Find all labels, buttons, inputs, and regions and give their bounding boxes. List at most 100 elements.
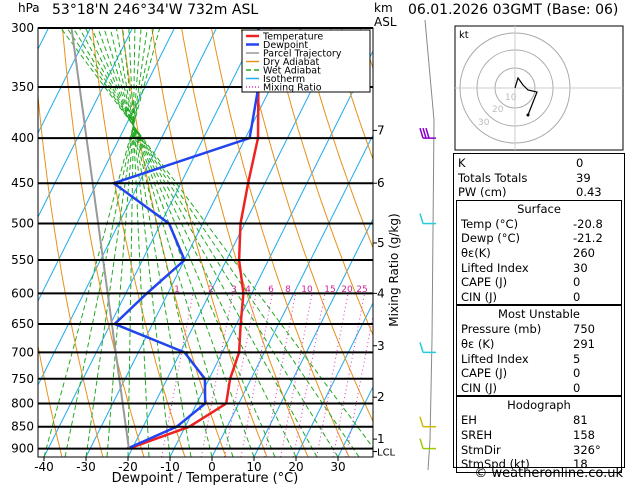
- wet-adiabat: [85, 28, 297, 457]
- wind-barb: [419, 127, 436, 139]
- hodo-row: SREH 158: [461, 427, 595, 442]
- wet-adiabat: [43, 28, 161, 457]
- wet-adiabat: [85, 28, 148, 457]
- mixing-ratio-label: 15: [324, 285, 335, 295]
- wind-profile-line: [424, 19, 435, 471]
- mu-row: θε (K) 291: [461, 336, 595, 351]
- temp-tick-label: -40: [34, 460, 54, 474]
- wet-adiabat: [78, 28, 318, 457]
- wind-barb: [419, 213, 436, 225]
- pressure-tick-label: 650: [11, 317, 34, 331]
- hodograph-point: [526, 113, 530, 117]
- isotherm-line: [38, 28, 133, 219]
- hodograph-ring-label: 10: [505, 93, 517, 103]
- surface-row: Lifted Index 30: [461, 260, 588, 275]
- legend-label: Dry Adiabat: [263, 57, 320, 68]
- index-row: Totals Totals 39: [458, 170, 591, 185]
- mixing-ratio-axis-title: Mixing Ratio (g/kg): [387, 213, 401, 326]
- wet-adiabat: [60, 28, 373, 449]
- legend-label: Dewpoint: [263, 40, 308, 51]
- pressure-tick-label: 350: [11, 80, 34, 94]
- km-tick-label: 3: [377, 339, 385, 353]
- mixing-ratio-line: [263, 293, 297, 457]
- dry-adiabat: [121, 28, 227, 457]
- km-tick-label: LCL: [377, 448, 396, 459]
- km-tick-label: 4: [377, 286, 385, 300]
- wet-adiabat: [103, 28, 234, 457]
- dry-adiabat: [62, 28, 145, 457]
- km-tick-label: 6: [377, 176, 385, 190]
- temp-tick-label: 30: [330, 460, 345, 474]
- wet-adiabat: [128, 28, 150, 457]
- pressure-tick-label: 300: [11, 21, 34, 35]
- most-unstable-section: Most Unstable Pressure (mb) 750 θε (K) 291…: [456, 305, 622, 397]
- surface-row: Temp (°C) -20.8: [461, 216, 603, 231]
- mu-row: CAPE (J) 0: [461, 366, 581, 381]
- mixing-ratio-label: 6: [268, 285, 274, 295]
- surface-row: CIN (J) 0: [461, 289, 581, 304]
- isotherm-line: [0, 28, 7, 457]
- hodo-row: EH 81: [461, 413, 588, 428]
- pressure-tick-label: 500: [11, 217, 34, 231]
- wind-barb: [419, 416, 436, 428]
- pressure-tick-label: 700: [11, 345, 34, 359]
- isotherm-line: [253, 217, 373, 457]
- wind-barb-flag: [419, 438, 424, 449]
- pressure-tick-label: 450: [11, 176, 34, 190]
- hpa-axis-label: hPa: [18, 1, 40, 15]
- km-tick-label: 5: [377, 236, 385, 250]
- isotherm-line: [38, 28, 91, 135]
- dry-adiabat: [91, 28, 186, 457]
- hodograph-section: Hodograph EH 81 SREH 158 StmDir 326° StmSpd…: [456, 396, 622, 473]
- legend-box: [241, 29, 371, 93]
- isotherm-line: [38, 28, 175, 303]
- isotherm-line: [85, 28, 301, 457]
- dry-adiabat: [240, 28, 373, 423]
- temp-tick-label: 10: [246, 460, 261, 474]
- surface-section: Surface Temp (°C) -20.8 Dewp (°C) -21.2 θε…: [456, 199, 622, 306]
- asl-axis-label: ASL: [374, 15, 397, 29]
- mixing-ratio-line: [280, 293, 313, 457]
- surface-title: Surface: [517, 201, 561, 216]
- temp-tick-label: 0: [208, 460, 216, 474]
- temp-tick-label: -20: [118, 460, 138, 474]
- copyright-footer: © weatheronline.co.uk: [474, 466, 623, 481]
- mu-row: CIN (J) 0: [461, 380, 581, 395]
- wet-adiabat: [109, 28, 213, 457]
- isotherm-line: [295, 301, 373, 457]
- wet-adiabat: [91, 28, 276, 457]
- surface-row: CAPE (J) 0: [461, 275, 581, 290]
- mixing-ratio-line: [292, 293, 326, 457]
- surface-row: Dewp (°C) -21.2: [461, 231, 603, 246]
- wind-barb: [419, 342, 436, 354]
- mixing-ratio-label: 4: [245, 285, 251, 295]
- mu-row: Lifted Index 5: [461, 351, 581, 366]
- hodograph-trace: [514, 76, 538, 116]
- wind-barb: [419, 438, 436, 450]
- dry-adiabat: [329, 28, 373, 161]
- pressure-tick-label: 600: [11, 286, 34, 300]
- temp-tick-label: 20: [288, 460, 303, 474]
- date-title: 06.01.2026 03GMT (Base: 06): [408, 2, 619, 18]
- temp-tick-label: -30: [76, 460, 96, 474]
- index-row: PW (cm) 0.43: [458, 185, 602, 200]
- wet-adiabat: [115, 28, 192, 457]
- wet-adiabat: [72, 28, 339, 457]
- wind-barb-flag: [422, 127, 427, 139]
- dry-adiabat: [181, 28, 309, 457]
- x-axis-title: Dewpoint / Temperature (°C): [112, 471, 299, 486]
- hodograph-ring-label: 20: [492, 105, 504, 115]
- mixing-ratio-label: 3: [231, 285, 237, 295]
- legend-label: Temperature: [262, 32, 323, 43]
- mixing-ratio-line: [316, 293, 349, 457]
- isotherm-line: [127, 28, 343, 457]
- legend-label: Mixing Ratio: [263, 83, 322, 94]
- isotherm-line: [43, 28, 259, 457]
- wet-adiabat: [64, 28, 154, 457]
- wind-barb-flag: [419, 416, 424, 427]
